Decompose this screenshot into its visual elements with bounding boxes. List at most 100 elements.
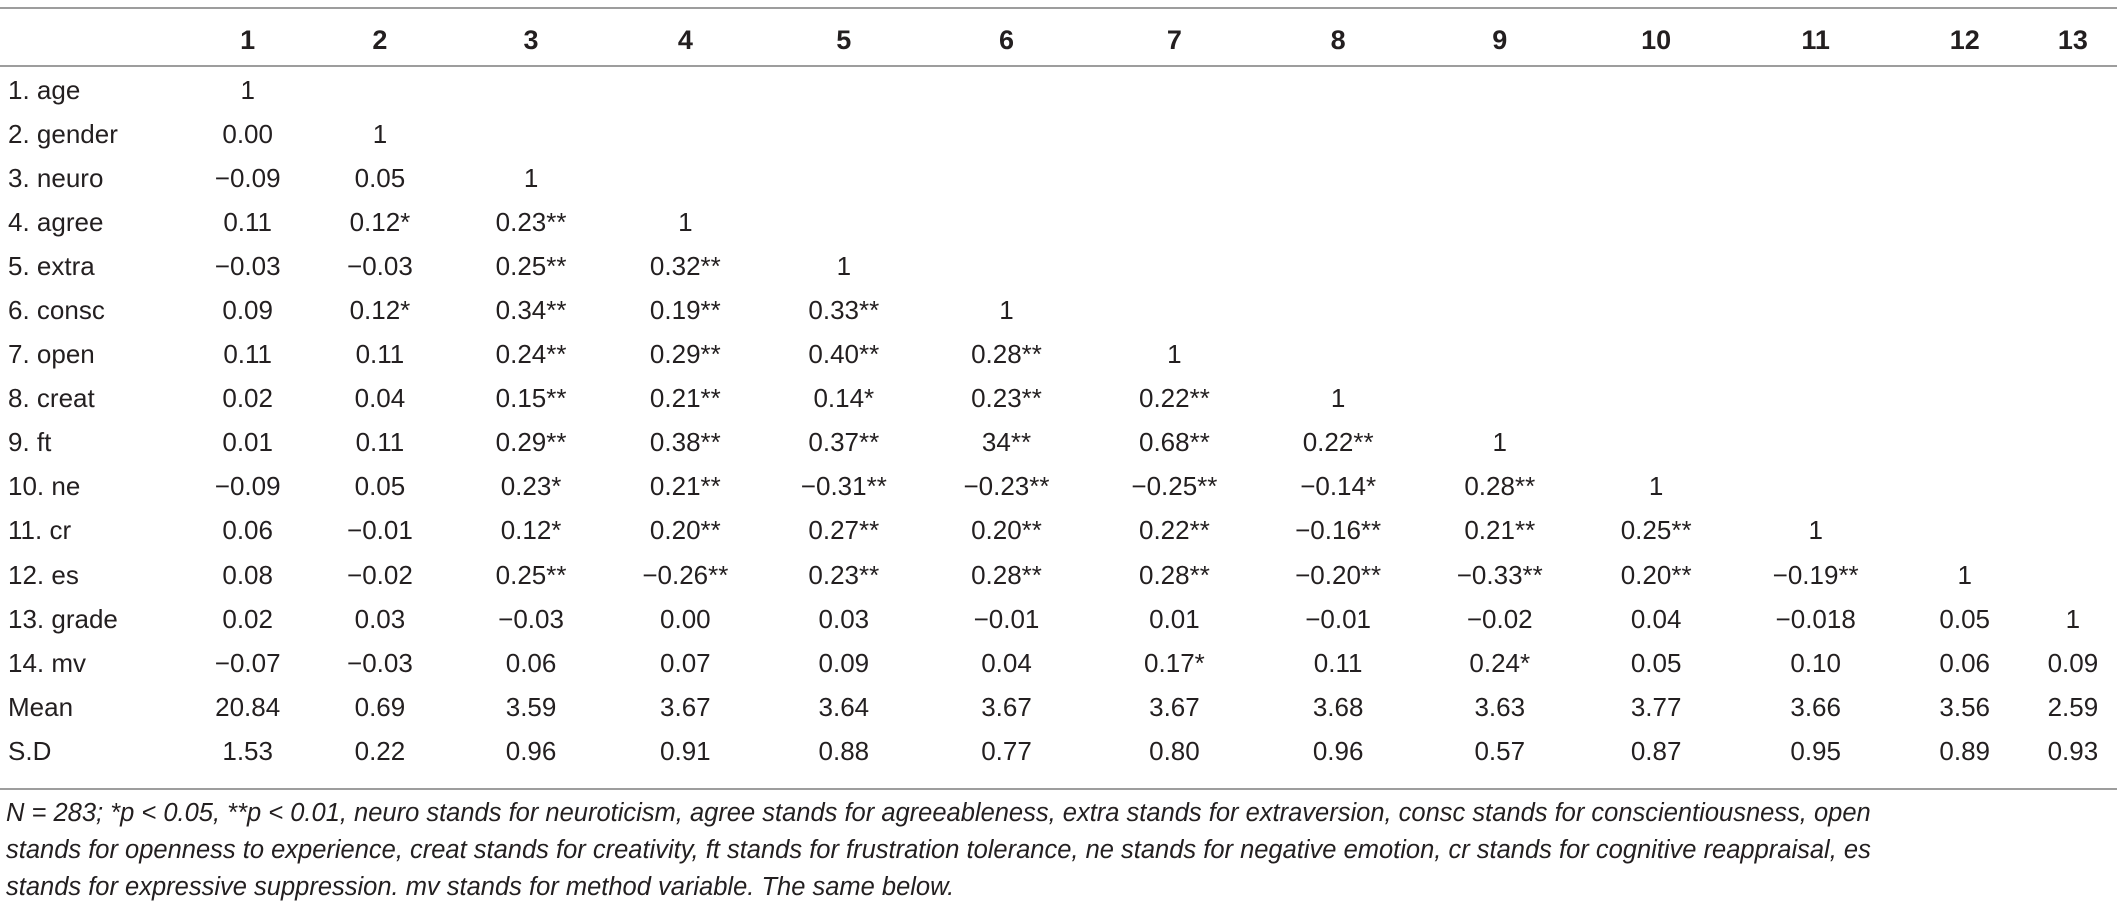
row-label: Mean	[8, 691, 74, 722]
table-cell	[1901, 244, 2029, 288]
table-cell: 0.57	[1474, 735, 1526, 766]
table-row: 3. neuro −0.09 0.05 1	[0, 156, 2117, 200]
table-cell	[1731, 244, 1901, 288]
table-cell	[1582, 288, 1731, 332]
table-cell: −0.09	[214, 162, 281, 193]
column-header: 9	[1492, 24, 1508, 55]
table-cell: −0.23**	[963, 471, 1050, 502]
table-cell	[1731, 377, 1901, 421]
table-cell	[923, 156, 1091, 200]
footnote-line: stands for expressive suppression. mv st…	[6, 873, 955, 901]
table-cell	[2029, 244, 2117, 288]
table-cell	[923, 200, 1091, 244]
table-cell	[2029, 553, 2117, 597]
table-cell: 0.10	[1790, 647, 1841, 678]
table-cell	[1418, 288, 1582, 332]
table-cell: 0.95	[1790, 735, 1841, 766]
table-cell	[1582, 244, 1731, 288]
table-body: 1. age 1 2. gender 0.00 1 3. neuro −0.09 0.05 1 4…	[0, 64, 2117, 774]
table-cell	[606, 112, 766, 156]
table-cell: 0.20**	[971, 515, 1042, 546]
table-cell: −0.07	[214, 647, 281, 678]
table-cell: 0.68**	[1138, 427, 1210, 458]
table-cell	[1731, 156, 1901, 200]
table-cell: −0.03	[347, 647, 413, 678]
table-cell: 1.53	[222, 735, 273, 766]
table-cell	[1901, 64, 2029, 112]
column-header: 13	[2057, 24, 2088, 55]
table-row: 8. creat 0.02 0.04 0.15** 0.21** 0.14* 0.23** 0…	[0, 377, 2117, 421]
row-label: 11. cr	[8, 515, 72, 546]
table-row: 13. grade 0.02 0.03 −0.03 0.00 0.03 −0.01 0.01 −…	[0, 597, 2117, 641]
table-cell: 0.69	[354, 691, 406, 722]
table-cell: 0.04	[354, 383, 406, 414]
table-cell: 0.14*	[813, 383, 875, 414]
table-row: 1. age 1	[0, 64, 2117, 112]
table-cell	[1731, 112, 1901, 156]
table-cell	[2029, 465, 2117, 509]
table-cell	[1418, 64, 1582, 112]
table-cell	[1258, 244, 1418, 288]
table-cell: 0.05	[1630, 647, 1682, 678]
table-cell: 0.11	[223, 206, 273, 237]
table-row: 9. ft 0.01 0.11 0.29** 0.38** 0.37** 34** 0.68*…	[0, 421, 2117, 465]
table-cell: 0.87	[1630, 735, 1682, 766]
table-cell	[2029, 509, 2117, 553]
table-cell: 0.06	[1939, 647, 1991, 678]
row-label: 5. extra	[8, 250, 95, 281]
table-cell: 1	[2065, 603, 2081, 634]
table-cell: 3.59	[505, 691, 557, 722]
table-cell: 0.05	[354, 162, 406, 193]
table-cell: 0.06	[505, 647, 557, 678]
row-label: 2. gender	[8, 118, 118, 149]
table-cell: 1	[523, 162, 539, 193]
table-cell: 0.02	[222, 603, 273, 634]
table-cell: 0.04	[1630, 603, 1682, 634]
table-cell	[1582, 421, 1731, 465]
table-cell: 0.17*	[1144, 647, 1205, 678]
row-label: 4. agree	[8, 206, 104, 237]
table-cell	[1090, 288, 1258, 332]
footnote-line: N = 283; *p < 0.05, **p < 0.01, neuro st…	[6, 799, 1871, 827]
table-cell	[2029, 288, 2117, 332]
table-cell: 0.33**	[808, 295, 880, 326]
table-cell: 0.25**	[495, 250, 567, 281]
table-cell: 0.23**	[971, 383, 1042, 414]
table-cell	[2029, 333, 2117, 377]
table-cell: 1	[1330, 383, 1346, 414]
table-cell: 0.21**	[1464, 515, 1536, 546]
table-cell	[1418, 377, 1582, 421]
table-cell: −0.01	[347, 515, 413, 546]
table-cell: −0.03	[214, 250, 281, 281]
table-cell: −0.26**	[642, 559, 729, 590]
table-cell	[1731, 64, 1901, 112]
table-cell: 0.04	[981, 647, 1032, 678]
table-cell: 0.37**	[808, 427, 880, 458]
table-cell: 0.12*	[349, 206, 411, 237]
table-cell: −0.31**	[800, 471, 887, 502]
table-cell: 0.19**	[649, 295, 721, 326]
column-header: 6	[998, 24, 1014, 55]
table-cell	[1582, 112, 1731, 156]
footnote-line: stands for openness to experience, creat…	[6, 836, 1871, 864]
table-cell: −0.02	[1466, 603, 1533, 634]
table-cell	[1258, 64, 1418, 112]
table-cell: 3.66	[1790, 691, 1841, 722]
table-row: 2. gender 0.00 1	[0, 112, 2117, 156]
table-cell	[1258, 200, 1418, 244]
table-cell	[1090, 244, 1258, 288]
bottom-rule	[0, 788, 2117, 790]
table-cell: 0.03	[818, 603, 870, 634]
table-row: 5. extra −0.03 −0.03 0.25** 0.32** 1	[0, 244, 2117, 288]
table-cell	[457, 112, 606, 156]
table-cell	[1901, 421, 2029, 465]
row-label: 6. consc	[8, 295, 105, 326]
table-cell	[1901, 288, 2029, 332]
table-cell	[1258, 333, 1418, 377]
table-cell	[1731, 288, 1901, 332]
row-label: 1. age	[8, 74, 81, 105]
table-cell: 0.09	[2047, 647, 2099, 678]
table-cell: 0.01	[222, 427, 273, 458]
table-row: 11. cr 0.06 −0.01 0.12* 0.20** 0.27** 0.20** 0.…	[0, 509, 2117, 553]
column-header: 4	[677, 24, 693, 55]
